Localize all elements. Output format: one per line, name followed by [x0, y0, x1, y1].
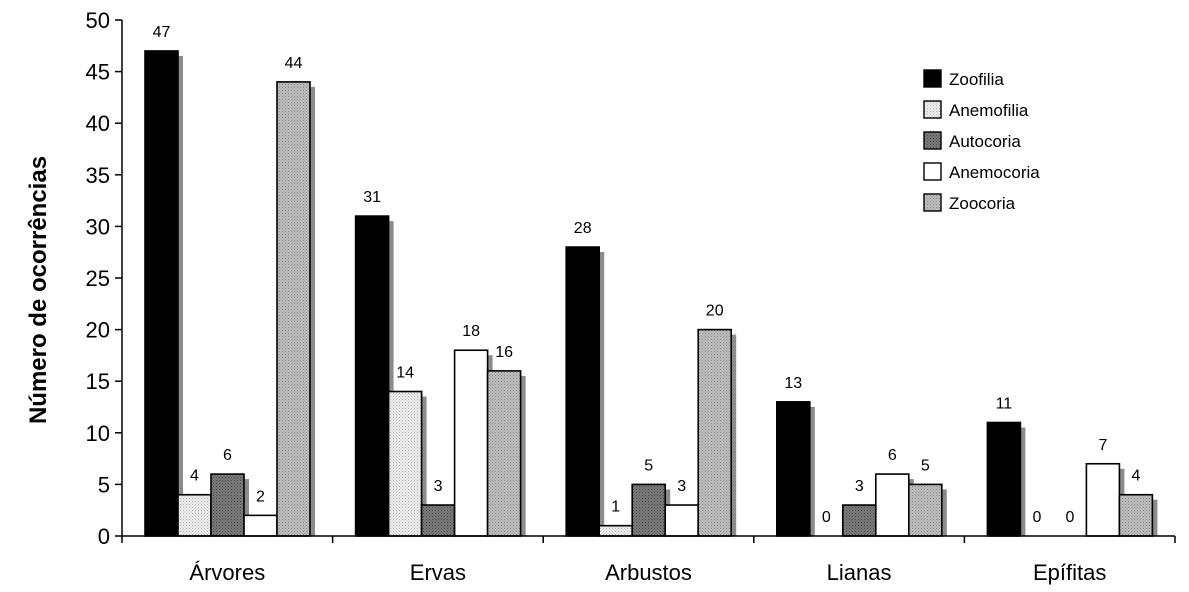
legend-label: Autocoria: [949, 132, 1021, 151]
legend-swatch: [923, 162, 942, 181]
bar: [598, 524, 634, 537]
data-label: 3: [434, 478, 443, 495]
legend: Zoofilia Anemofilia Autocoria Anemocoria Zoo…: [923, 69, 1040, 213]
bar: [565, 246, 601, 537]
legend-label: Anemofilia: [949, 101, 1029, 120]
y-axis-title: Número de ocorrências: [25, 156, 52, 424]
data-label: 6: [223, 447, 232, 464]
data-label: 28: [574, 220, 592, 237]
bar: [276, 81, 311, 537]
data-label: 44: [285, 55, 303, 72]
category-label: Epífitas: [1033, 560, 1106, 585]
category-label: Lianas: [827, 560, 892, 585]
bar: [775, 401, 811, 537]
y-tick-label: 35: [86, 163, 110, 188]
category-label: Árvores: [189, 560, 265, 585]
data-label: 4: [1131, 468, 1140, 485]
y-tick-label: 15: [86, 369, 110, 394]
data-label: 18: [462, 323, 480, 340]
legend-swatch: [923, 131, 942, 150]
bar: [486, 370, 522, 537]
data-label: 7: [1098, 437, 1107, 454]
bar: [1118, 493, 1154, 537]
legend-swatch: [923, 193, 942, 212]
plot-area: 47 4 6 2 44 31 14 3 18 16 28 1 5 3 20 13 0 3 6 5 11 0 0 7 4: [144, 24, 1158, 537]
data-label: 4: [190, 468, 199, 485]
legend-label: Anemocoria: [949, 163, 1040, 182]
data-label: 13: [784, 375, 802, 392]
y-tick-label: 25: [86, 266, 110, 291]
bar: [1085, 462, 1121, 537]
bar: [874, 473, 910, 537]
bar: [986, 421, 1022, 537]
bar: [243, 514, 278, 537]
data-label: 3: [855, 478, 864, 495]
bar: [664, 504, 700, 537]
data-label: 6: [888, 447, 897, 464]
data-label: 1: [611, 499, 620, 516]
bar: [387, 390, 423, 537]
data-label: 11: [996, 395, 1013, 412]
y-tick-label: 40: [86, 111, 110, 136]
y-tick-label: 0: [98, 524, 110, 549]
data-label: 16: [495, 344, 513, 361]
bar: [354, 215, 390, 537]
bar: [420, 504, 456, 537]
bar: [841, 504, 877, 537]
bar: [697, 328, 733, 537]
data-label: 0: [1065, 509, 1074, 526]
bar: [210, 473, 245, 537]
bar: [453, 349, 489, 537]
legend-label: Zoocoria: [949, 194, 1016, 213]
data-label: 0: [1032, 509, 1041, 526]
category-label: Arbustos: [605, 560, 692, 585]
y-tick-label: 10: [86, 421, 110, 446]
data-label: 2: [256, 488, 265, 505]
y-tick-label: 45: [86, 60, 110, 85]
legend-swatch: [923, 69, 942, 88]
bar: [907, 483, 943, 537]
data-label: 0: [822, 509, 831, 526]
data-label: 3: [677, 478, 686, 495]
bar: [144, 50, 179, 537]
legend-label: Zoofilia: [949, 70, 1004, 89]
bar: [631, 483, 667, 537]
data-label: 47: [153, 24, 171, 41]
data-label: 5: [644, 457, 653, 474]
legend-swatch: [923, 100, 942, 119]
y-tick-label: 20: [86, 318, 110, 343]
category-label: Ervas: [410, 560, 466, 585]
y-tick-label: 30: [86, 214, 110, 239]
data-label: 14: [396, 365, 414, 382]
data-label: 5: [921, 457, 930, 474]
data-label: 31: [363, 189, 381, 206]
x-axis: Árvores Ervas Arbustos Lianas Epífitas: [121, 535, 1176, 585]
bar: [177, 493, 212, 537]
y-tick-label: 50: [86, 8, 110, 33]
y-tick-label: 5: [98, 472, 110, 497]
data-label: 20: [706, 303, 724, 320]
y-axis: 0 5 10 15 20 25 30 35 40 45 50: [86, 8, 123, 549]
